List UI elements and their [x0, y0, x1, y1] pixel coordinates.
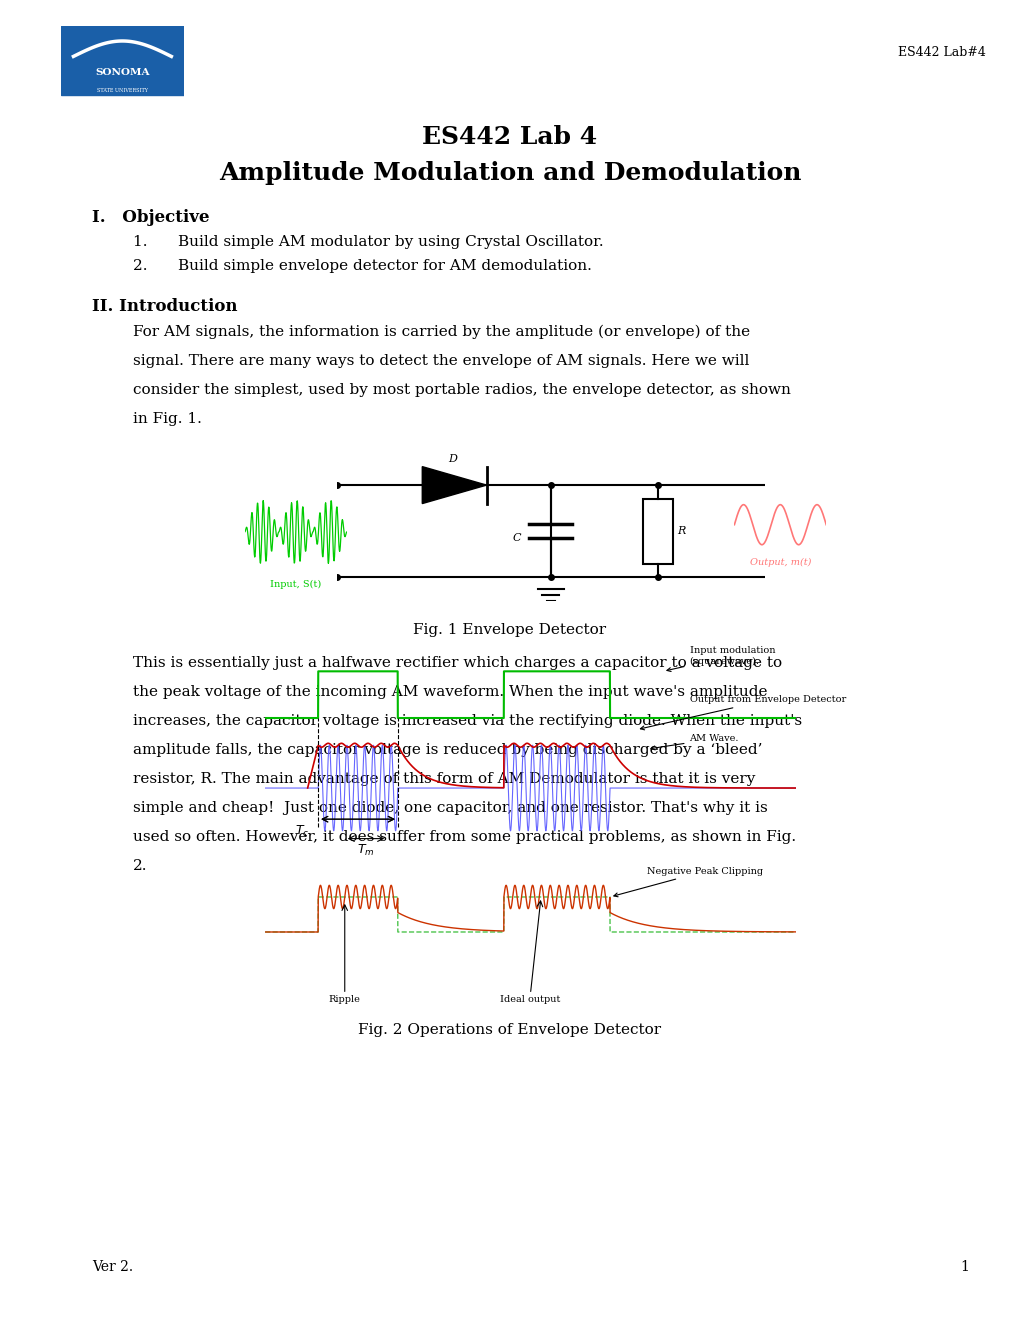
Text: Fig. 2 Operations of Envelope Detector: Fig. 2 Operations of Envelope Detector [358, 1023, 661, 1038]
Text: amplitude falls, the capacitor voltage is reduced by being discharged by a ‘blee: amplitude falls, the capacitor voltage i… [132, 743, 761, 758]
Text: ES442 Lab 4: ES442 Lab 4 [422, 125, 597, 149]
Text: used so often. However, it does suffer from some practical problems, as shown in: used so often. However, it does suffer f… [132, 830, 795, 845]
Text: Fig. 1 Envelope Detector: Fig. 1 Envelope Detector [413, 623, 606, 638]
Text: C: C [512, 533, 521, 544]
Text: 2.  Build simple envelope detector for AM demodulation.: 2. Build simple envelope detector for AM… [132, 259, 591, 273]
Text: Input modulation
(squarewave).: Input modulation (squarewave). [666, 645, 774, 672]
Bar [642, 499, 673, 564]
Text: increases, the capacitor voltage is increased via the rectifying diode. When the: increases, the capacitor voltage is incr… [132, 714, 801, 729]
Text: Ver 2.: Ver 2. [92, 1259, 132, 1274]
Text: Input, S(t): Input, S(t) [270, 581, 321, 589]
Text: Ideal output: Ideal output [499, 995, 560, 1005]
Text: SONOMA: SONOMA [95, 67, 150, 77]
Text: Amplitude Modulation and Demodulation: Amplitude Modulation and Demodulation [218, 161, 801, 185]
Text: $T_c$: $T_c$ [294, 824, 309, 838]
Text: ES442 Lab#4: ES442 Lab#4 [897, 46, 984, 59]
Bar [61, 26, 183, 95]
Text: simple and cheap!  Just one diode, one capacitor, and one resistor. That's why i: simple and cheap! Just one diode, one ca… [132, 801, 766, 816]
Text: D: D [447, 454, 457, 465]
Text: the peak voltage of the incoming AM waveform. When the input wave's amplitude: the peak voltage of the incoming AM wave… [132, 685, 766, 700]
Polygon shape [422, 467, 486, 503]
Text: consider the simplest, used by most portable radios, the envelope detector, as s: consider the simplest, used by most port… [132, 383, 790, 397]
Text: R: R [677, 527, 685, 536]
Text: Output, m(t): Output, m(t) [749, 558, 810, 568]
Text: $T_m$: $T_m$ [357, 843, 374, 858]
Text: 1.  Build simple AM modulator by using Crystal Oscillator.: 1. Build simple AM modulator by using Cr… [132, 235, 602, 249]
Text: STATE UNIVERSITY: STATE UNIVERSITY [97, 88, 148, 94]
Text: Output from Envelope Detector: Output from Envelope Detector [640, 696, 845, 730]
Text: in Fig. 1.: in Fig. 1. [132, 412, 202, 426]
Text: Ripple: Ripple [328, 995, 361, 1005]
Text: 1: 1 [959, 1259, 968, 1274]
Text: signal. There are many ways to detect the envelope of AM signals. Here we will: signal. There are many ways to detect th… [132, 354, 748, 368]
Text: This is essentially just a halfwave rectifier which charges a capacitor to a vol: This is essentially just a halfwave rect… [132, 656, 781, 671]
Text: For AM signals, the information is carried by the amplitude (or envelope) of the: For AM signals, the information is carri… [132, 325, 749, 339]
Text: Negative Peak Clipping: Negative Peak Clipping [613, 867, 762, 896]
Text: II. Introduction: II. Introduction [92, 298, 237, 315]
Text: I. Objective: I. Objective [92, 209, 209, 226]
Text: AM Wave.: AM Wave. [650, 734, 739, 750]
Text: 2.: 2. [132, 859, 147, 874]
Text: resistor, R. The main advantage of this form of AM Demodulator is that it is ver: resistor, R. The main advantage of this … [132, 772, 754, 787]
